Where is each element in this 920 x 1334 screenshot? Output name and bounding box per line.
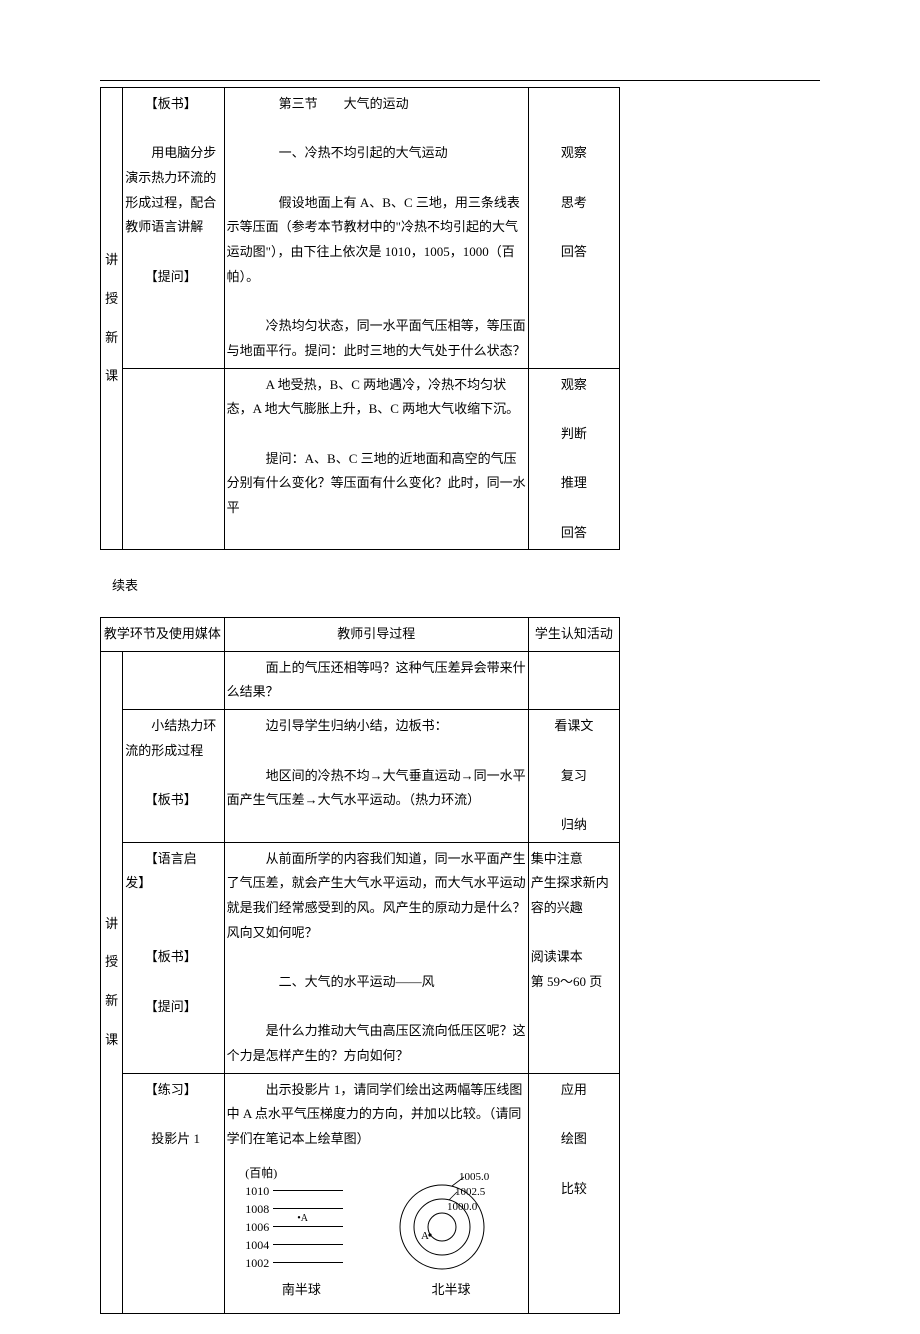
isobar-row: 1006•A [245, 1218, 358, 1236]
caption-north: 北半球 [431, 1278, 470, 1303]
guide-cell: 边引导学生归纳小结，边板书： 地区间的冷热不均→大气垂直运动→同一水平面产生气压… [224, 710, 528, 842]
lesson-table-1: 讲 授 新 课 【板书】 用电脑分步演示热力环流的形成过程，配合教师语言讲解 【… [100, 87, 620, 550]
header-guide: 教师引导过程 [224, 618, 528, 652]
continue-label: 续表 [112, 574, 820, 599]
guide-text: 从前面所学的内容我们知道，同一水平面产生了气压差，就会产生大气水平运动，而大气水… [227, 851, 526, 1064]
circle-label: 1000.0 [447, 1201, 478, 1213]
student-text: 观察 判断 推理 回答 [561, 377, 587, 540]
phase-char: 讲 [105, 912, 118, 937]
media-cell: 【语言启发】 【板书】 【提问】 [123, 842, 224, 1073]
phase-char: 授 [105, 950, 118, 975]
isobar-value: 1002 [245, 1254, 269, 1272]
lesson-table-2: 教学环节及使用媒体 教师引导过程 学生认知活动 讲 授 新 课 面上的气压还相等… [100, 617, 620, 1313]
student-text: 观察 思考 回答 [561, 145, 587, 259]
phase-char: 课 [105, 364, 118, 389]
guide-cell: A 地受热，B、C 两地遇冷，冷热不均匀状态，A 地大气膨胀上升，B、C 两地大… [224, 368, 528, 550]
phase-char: 新 [105, 989, 118, 1014]
phase-column: 讲 授 新 课 [101, 88, 123, 550]
media-cell: 小结热力环流的形成过程 【板书】 [123, 710, 224, 842]
media-text: 【练习】 投影片 1 [125, 1082, 200, 1146]
media-cell [123, 651, 224, 709]
phase-char: 新 [105, 326, 118, 351]
phase-char: 授 [105, 287, 118, 312]
concentric-circles-svg: A 1005.0 1002.5 1000.0 [387, 1162, 507, 1272]
top-rule [100, 80, 820, 81]
isobar-row: 1004 [245, 1236, 358, 1254]
media-text: 小结热力环流的形成过程 【板书】 [125, 718, 216, 807]
figure-wrap: (百帕) 101010081006•A10041002 A 1005.0 100… [227, 1152, 526, 1278]
isobar-line [273, 1190, 343, 1191]
media-cell: 【练习】 投影片 1 [123, 1073, 224, 1313]
figure-north: A 1005.0 1002.5 1000.0 [387, 1162, 507, 1272]
unit-label: (百帕) [245, 1164, 358, 1182]
phase-char: 课 [105, 1028, 118, 1053]
media-cell [123, 368, 224, 550]
isobar-value: 1004 [245, 1236, 269, 1254]
header-media: 教学环节及使用媒体 [101, 618, 225, 652]
isobar-line [273, 1262, 343, 1263]
guide-cell: 面上的气压还相等吗？这种气压差异会带来什么结果？ [224, 651, 528, 709]
isobar-value: 1006 [245, 1218, 269, 1236]
student-text: 看课文 复习 归纳 [554, 718, 593, 832]
header-student: 学生认知活动 [528, 618, 619, 652]
isobar-line [273, 1208, 343, 1209]
phase-column: 讲 授 新 课 [101, 651, 123, 1313]
guide-cell: 第三节 大气的运动 一、冷热不均引起的大气运动 假设地面上有 A、B、C 三地，… [224, 88, 528, 369]
caption-south: 南半球 [282, 1278, 321, 1303]
guide-cell: 从前面所学的内容我们知道，同一水平面产生了气压差，就会产生大气水平运动，而大气水… [224, 842, 528, 1073]
circle-label: 1002.5 [455, 1186, 486, 1198]
guide-cell: 出示投影片 1，请同学们绘出这两幅等压线图中 A 点水平气压梯度力的方向，并加以… [224, 1073, 528, 1313]
isobar-row: 1010 [245, 1182, 358, 1200]
figure-captions: 南半球 北半球 [227, 1278, 526, 1309]
student-text: 集中注意 产生探求新内容的兴趣 阅读课本 第 59～60 页 [531, 851, 609, 989]
guide-text: 边引导学生归纳小结，边板书： 地区间的冷热不均→大气垂直运动→同一水平面产生气压… [227, 718, 526, 807]
media-text: 【语言启发】 【板书】 【提问】 [125, 851, 197, 1014]
isobar-value: 1010 [245, 1182, 269, 1200]
phase-char: 讲 [105, 248, 118, 273]
media-text: 【板书】 用电脑分步演示热力环流的形成过程，配合教师语言讲解 【提问】 [125, 96, 216, 284]
figure-south: (百帕) 101010081006•A10041002 [245, 1164, 358, 1272]
isobar-row: 1002 [245, 1254, 358, 1272]
point-a-label: A [421, 1230, 429, 1242]
guide-text: A 地受热，B、C 两地遇冷，冷热不均匀状态，A 地大气膨胀上升，B、C 两地大… [227, 377, 526, 515]
student-cell: 观察 判断 推理 回答 [528, 368, 619, 550]
student-cell [528, 651, 619, 709]
isobar-line [273, 1226, 343, 1227]
point-a: •A [297, 1211, 308, 1226]
media-cell: 【板书】 用电脑分步演示热力环流的形成过程，配合教师语言讲解 【提问】 [123, 88, 224, 369]
student-text: 应用 绘图 比较 [561, 1082, 587, 1196]
guide-text: 第三节 大气的运动 一、冷热不均引起的大气运动 假设地面上有 A、B、C 三地，… [227, 96, 526, 358]
student-cell: 看课文 复习 归纳 [528, 710, 619, 842]
isobar-value: 1008 [245, 1200, 269, 1218]
isobar-line [273, 1244, 343, 1245]
student-cell: 集中注意 产生探求新内容的兴趣 阅读课本 第 59～60 页 [528, 842, 619, 1073]
student-cell: 观察 思考 回答 [528, 88, 619, 369]
guide-text: 出示投影片 1，请同学们绘出这两幅等压线图中 A 点水平气压梯度力的方向，并加以… [227, 1078, 526, 1152]
guide-text: 面上的气压还相等吗？这种气压差异会带来什么结果？ [227, 660, 526, 700]
student-cell: 应用 绘图 比较 [528, 1073, 619, 1313]
